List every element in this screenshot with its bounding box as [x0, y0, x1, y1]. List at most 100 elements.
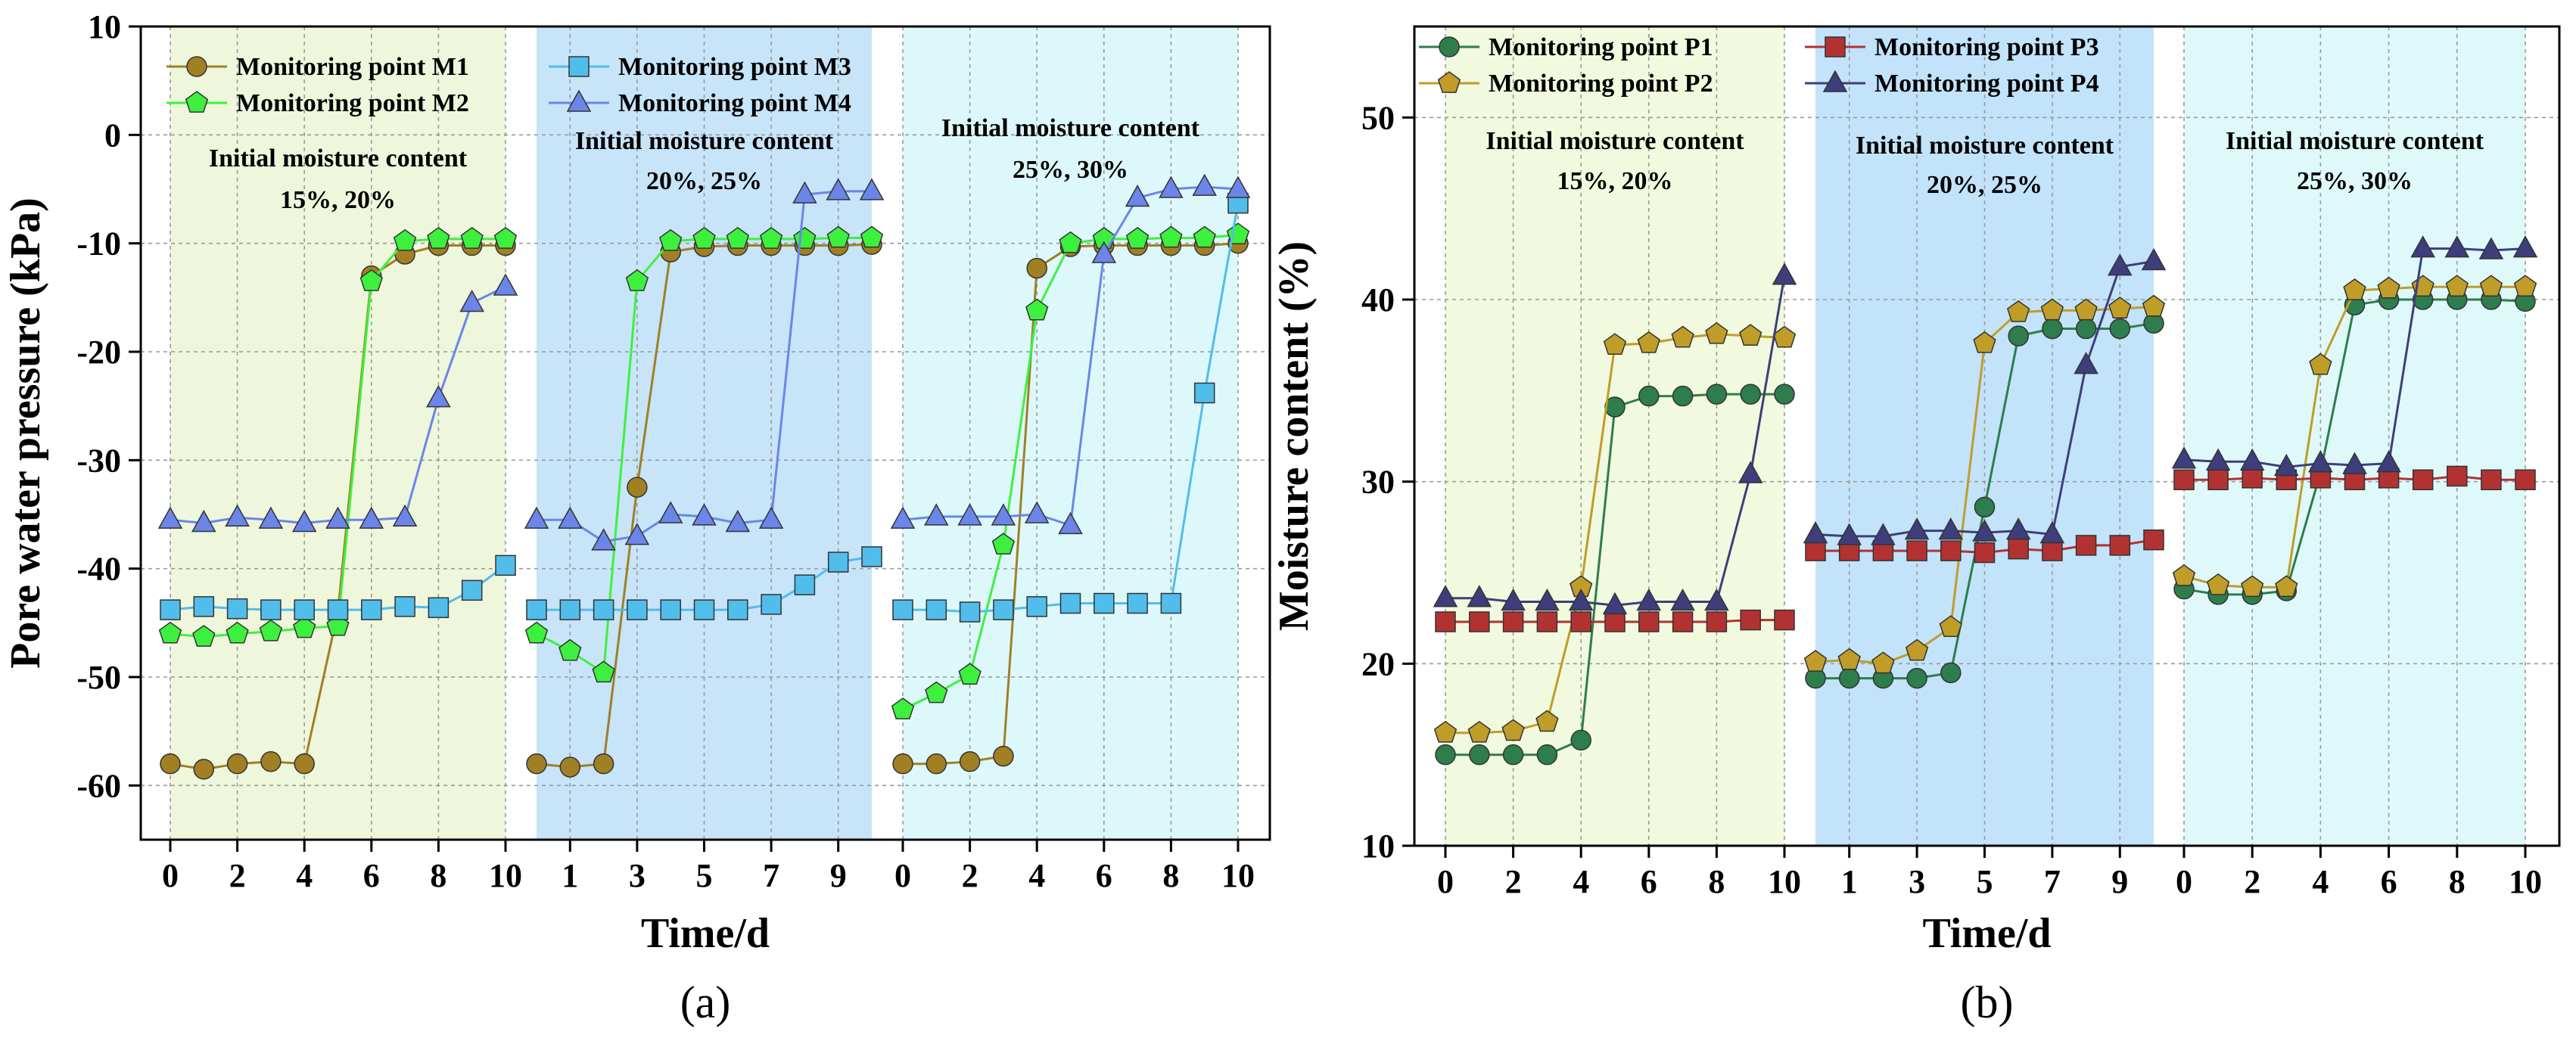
- data-point: [495, 555, 516, 576]
- data-point: [2376, 450, 2401, 473]
- x-tick-label: 0: [894, 857, 911, 894]
- data-point: [1193, 382, 1215, 404]
- data-point: [260, 751, 282, 772]
- data-point: [725, 509, 751, 533]
- region-label-line2: 25%, 30%: [2297, 167, 2413, 195]
- data-point: [1774, 609, 1795, 631]
- data-point: [1536, 611, 1558, 632]
- y-tick-label: 30: [1361, 464, 1395, 501]
- data-point: [692, 226, 716, 249]
- data-point: [2242, 468, 2263, 489]
- data-point: [1603, 333, 1627, 356]
- data-point: [794, 574, 816, 595]
- data-point: [1672, 385, 1694, 407]
- x-tick-label: 8: [430, 857, 446, 894]
- chart-panel-b: Initial moisture content 15%, 20% Initial …: [1271, 25, 2561, 1027]
- data-point: [1570, 611, 1591, 632]
- x-tick-label: 7: [2044, 863, 2061, 900]
- data-point: [891, 697, 915, 719]
- data-point: [1125, 226, 1150, 249]
- data-point: [2108, 253, 2133, 276]
- data-point: [1502, 744, 1524, 766]
- x-tick-label: 0: [1437, 863, 1454, 900]
- data-point: [1706, 384, 1728, 405]
- data-point: [1127, 592, 1148, 614]
- data-point: [761, 594, 782, 615]
- data-point: [1636, 588, 1662, 611]
- region-label-line2: 25%, 30%: [1013, 156, 1128, 184]
- data-point: [459, 289, 484, 312]
- data-point: [1772, 262, 1797, 285]
- data-point: [625, 269, 649, 291]
- region-label-line2: 20%, 25%: [1927, 171, 2042, 199]
- data-point: [2173, 469, 2195, 491]
- data-point: [2445, 275, 2469, 297]
- legend-marker: [1437, 71, 1461, 93]
- x-tick-label: 4: [296, 857, 313, 894]
- data-point: [1535, 710, 1559, 732]
- data-point: [2444, 235, 2470, 258]
- legend: Monitoring point P1 Monitoring point P2 Mo…: [1419, 33, 2099, 98]
- data-point: [524, 506, 549, 529]
- data-point: [1435, 611, 1456, 632]
- data-point: [2074, 298, 2098, 321]
- y-tick-label: -30: [76, 442, 121, 479]
- data-point: [2481, 469, 2502, 491]
- x-tick-label: 9: [2111, 863, 2128, 900]
- data-point: [2042, 318, 2063, 340]
- data-point: [493, 226, 518, 249]
- x-tick-label: 9: [830, 857, 847, 894]
- data-point: [827, 551, 849, 573]
- data-point: [192, 625, 216, 647]
- region-band-2: [537, 26, 872, 840]
- data-point: [1025, 298, 1049, 321]
- data-point: [1435, 744, 1456, 766]
- y-axis-label: Moisture content (%): [1271, 241, 1318, 631]
- data-point: [2512, 235, 2538, 258]
- data-point: [2042, 540, 2063, 561]
- series-monitoring-point-p4: [1433, 235, 2538, 615]
- data-point: [2309, 353, 2332, 375]
- data-point: [559, 756, 581, 778]
- data-point: [1974, 496, 1996, 518]
- x-tick-label: 1: [562, 857, 578, 894]
- x-tick-label: 10: [1221, 857, 1255, 894]
- data-point: [2075, 318, 2097, 340]
- x-tick-label: 5: [696, 857, 713, 894]
- data-point: [1159, 176, 1184, 198]
- data-point: [1026, 596, 1047, 617]
- x-tick-label: 1: [1841, 863, 1858, 900]
- data-point: [1604, 611, 1626, 632]
- legend-marker: [1439, 36, 1460, 57]
- data-point: [1803, 520, 1828, 544]
- x-tick-label: 7: [763, 857, 779, 894]
- data-point: [991, 533, 1016, 555]
- data-point: [2342, 452, 2367, 474]
- data-point: [826, 178, 851, 200]
- data-point: [1502, 611, 1524, 632]
- x-tick-label: 8: [1708, 863, 1725, 900]
- data-point: [926, 599, 947, 620]
- legend-marker: [185, 91, 209, 113]
- legend-item: Monitoring point M2: [166, 89, 469, 117]
- region-label-line2: 20%, 25%: [646, 167, 762, 195]
- data-point: [1192, 173, 1217, 196]
- legend: Monitoring point M1 Monitoring point M2 Mo…: [166, 53, 851, 117]
- data-point: [1570, 729, 1591, 751]
- data-point: [1738, 461, 1763, 483]
- data-point: [1059, 592, 1081, 614]
- data-point: [1739, 324, 1762, 346]
- data-point: [461, 579, 483, 601]
- region-band-3: [2184, 26, 2525, 846]
- data-point: [1904, 517, 1930, 540]
- data-point: [1469, 744, 1490, 766]
- data-point: [394, 596, 415, 617]
- legend-label: Monitoring point P4: [1874, 70, 2099, 98]
- data-point: [2241, 575, 2264, 598]
- data-point: [2008, 325, 2029, 346]
- data-point: [1906, 667, 1927, 689]
- data-point: [524, 621, 549, 644]
- region-label-line2: 15%, 20%: [280, 186, 396, 214]
- data-point: [428, 597, 450, 619]
